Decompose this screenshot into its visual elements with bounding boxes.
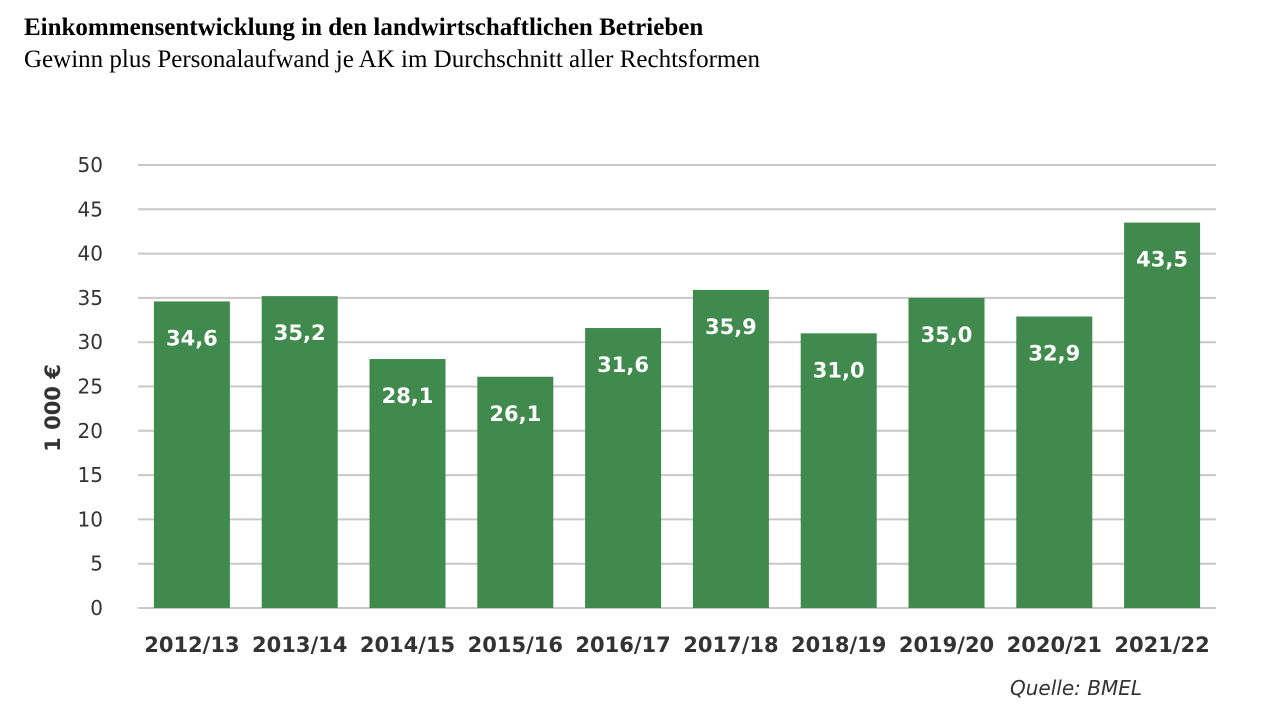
bar-value-label: 32,9 <box>1028 342 1080 366</box>
bar <box>153 301 230 608</box>
x-tick-label: 2017/18 <box>683 633 778 657</box>
bar-value-label: 35,9 <box>705 315 757 339</box>
x-tick-label: 2018/19 <box>791 633 886 657</box>
bar-value-label: 28,1 <box>382 384 434 408</box>
y-tick-label: 50 <box>78 153 103 177</box>
bar <box>261 296 338 608</box>
x-axis-labels: 2012/13 2013/14 2014/15 2015/16 2016/17 2017/… <box>144 633 1210 657</box>
chart-title: Einkommensentwicklung in den landwirtsch… <box>24 14 704 41</box>
y-axis-label: 1 000 € <box>41 364 65 452</box>
y-tick-label: 10 <box>78 507 103 531</box>
y-axis-ticks: 0 5 10 15 20 25 30 35 40 45 50 <box>78 153 103 620</box>
y-tick-label: 0 <box>90 596 103 620</box>
x-tick-label: 2016/17 <box>575 633 670 657</box>
chart-subtitle: Gewinn plus Personalaufwand je AK im Dur… <box>24 46 760 73</box>
y-tick-label: 40 <box>78 242 103 266</box>
bar-value-label: 35,0 <box>921 323 973 347</box>
x-tick-label: 2019/20 <box>899 633 994 657</box>
bar-value-label: 26,1 <box>489 402 541 426</box>
bar <box>585 328 662 608</box>
bar <box>800 333 877 608</box>
x-tick-label: 2012/13 <box>144 633 239 657</box>
x-tick-label: 2013/14 <box>252 633 347 657</box>
bar <box>1016 316 1093 608</box>
bar-value-label: 31,6 <box>597 353 649 377</box>
bar <box>692 289 769 608</box>
y-tick-label: 35 <box>78 286 103 310</box>
x-tick-label: 2014/15 <box>360 633 455 657</box>
bar <box>908 297 985 608</box>
bar-value-label: 31,0 <box>813 358 865 382</box>
bar <box>369 359 446 608</box>
y-tick-label: 25 <box>78 375 103 399</box>
bars <box>153 222 1201 608</box>
y-tick-label: 45 <box>78 197 103 221</box>
y-tick-label: 15 <box>78 463 103 487</box>
value-labels: 34,6 35,2 28,1 26,1 31,6 35,9 31,0 35,0 32,9 43,5 <box>166 248 1188 426</box>
bar <box>1124 222 1201 608</box>
bar <box>477 376 554 608</box>
y-tick-label: 5 <box>90 552 103 576</box>
x-tick-label: 2015/16 <box>468 633 563 657</box>
bar-value-label: 34,6 <box>166 326 218 350</box>
bar-value-label: 43,5 <box>1136 248 1188 272</box>
source-note: Quelle: BMEL <box>1010 676 1142 700</box>
y-tick-label: 30 <box>78 330 103 354</box>
y-tick-label: 20 <box>78 419 103 443</box>
bar-value-label: 35,2 <box>274 321 326 345</box>
x-tick-label: 2021/22 <box>1114 633 1209 657</box>
x-tick-label: 2020/21 <box>1007 633 1102 657</box>
